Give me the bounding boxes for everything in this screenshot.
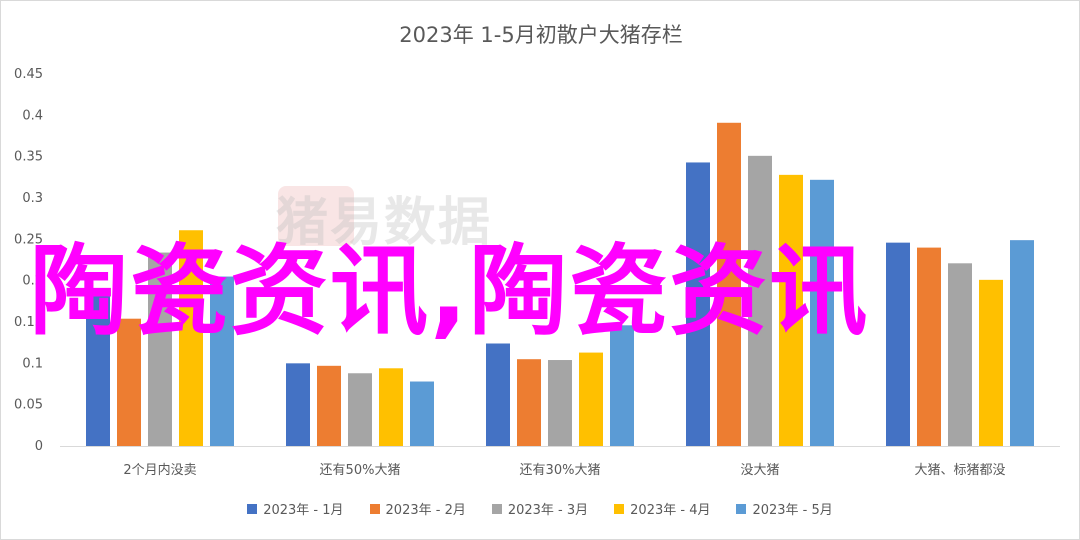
legend-swatch [736, 503, 747, 514]
bar [179, 230, 203, 446]
bar [717, 122, 741, 447]
bar [486, 343, 510, 446]
bar [379, 368, 403, 446]
bar [948, 263, 972, 446]
y-tick-label: 0.45 [14, 67, 43, 82]
legend-item: 2023年 - 4月 [614, 499, 710, 518]
legend-item: 2023年 - 2月 [369, 499, 466, 518]
y-tick-label: 0.3 [22, 191, 43, 206]
legend-item: 2023年 - 5月 [736, 499, 833, 518]
bar [886, 242, 910, 446]
y-tick-label: 0.15 [14, 315, 43, 330]
bar [148, 252, 172, 446]
bar [1010, 240, 1034, 446]
y-tick-label: 0.2 [22, 274, 43, 289]
y-tick-label: 0.05 [14, 398, 43, 413]
legend-item: 2023年 - 1月 [247, 499, 344, 518]
bar [810, 179, 834, 446]
y-tick-label: 0.25 [14, 232, 43, 247]
bar [517, 359, 541, 446]
x-tick-label: 还有50%大猪 [320, 463, 401, 478]
y-tick-label: 0.1 [22, 356, 43, 371]
x-tick-label: 2个月内没卖 [123, 462, 196, 478]
y-tick-label: 0.35 [14, 150, 43, 165]
bar [748, 155, 772, 446]
legend-label: 2023年 - 5月 [752, 503, 833, 518]
x-tick-label: 还有30%大猪 [520, 463, 601, 478]
bar [410, 381, 434, 446]
legend-label: 2023年 - 2月 [385, 503, 466, 518]
bar [917, 247, 941, 446]
watermark-text: 猪易数据 [276, 193, 493, 253]
legend-label: 2023年 - 3月 [507, 503, 589, 518]
x-tick-label: 大猪、标猪都没 [914, 463, 1005, 478]
legend-swatch [614, 503, 625, 514]
chart-title: 2023年 1-5月初散户大猪存栏 [399, 23, 683, 47]
legend-label: 2023年 - 1月 [263, 503, 344, 518]
bar [779, 174, 803, 446]
bar [686, 162, 710, 446]
x-tick-label: 没大猪 [740, 463, 779, 478]
legend-item: 2023年 - 3月 [491, 499, 589, 518]
legend-swatch [491, 503, 502, 514]
bar [317, 365, 341, 446]
bar [210, 276, 234, 446]
bar [579, 352, 603, 446]
bar [86, 288, 110, 446]
bar [348, 373, 372, 446]
legend-label: 2023年 - 4月 [630, 503, 711, 518]
legend: 2023年 - 1月 2023年 - 2月 2023年 - 3月 2023年 - 4月… [0, 499, 1080, 518]
legend-swatch [247, 503, 258, 514]
overlay-watermark-text: 陶瓷资讯,陶瓷资讯 [30, 235, 870, 349]
legend-swatch [369, 503, 380, 514]
y-tick-label: 0 [35, 439, 43, 454]
bar [548, 360, 572, 446]
watermark-logo [278, 186, 354, 246]
bar [610, 325, 634, 446]
bar [979, 279, 1003, 446]
bar [286, 363, 310, 446]
y-tick-label: 0.4 [22, 108, 43, 123]
bar [117, 318, 141, 446]
